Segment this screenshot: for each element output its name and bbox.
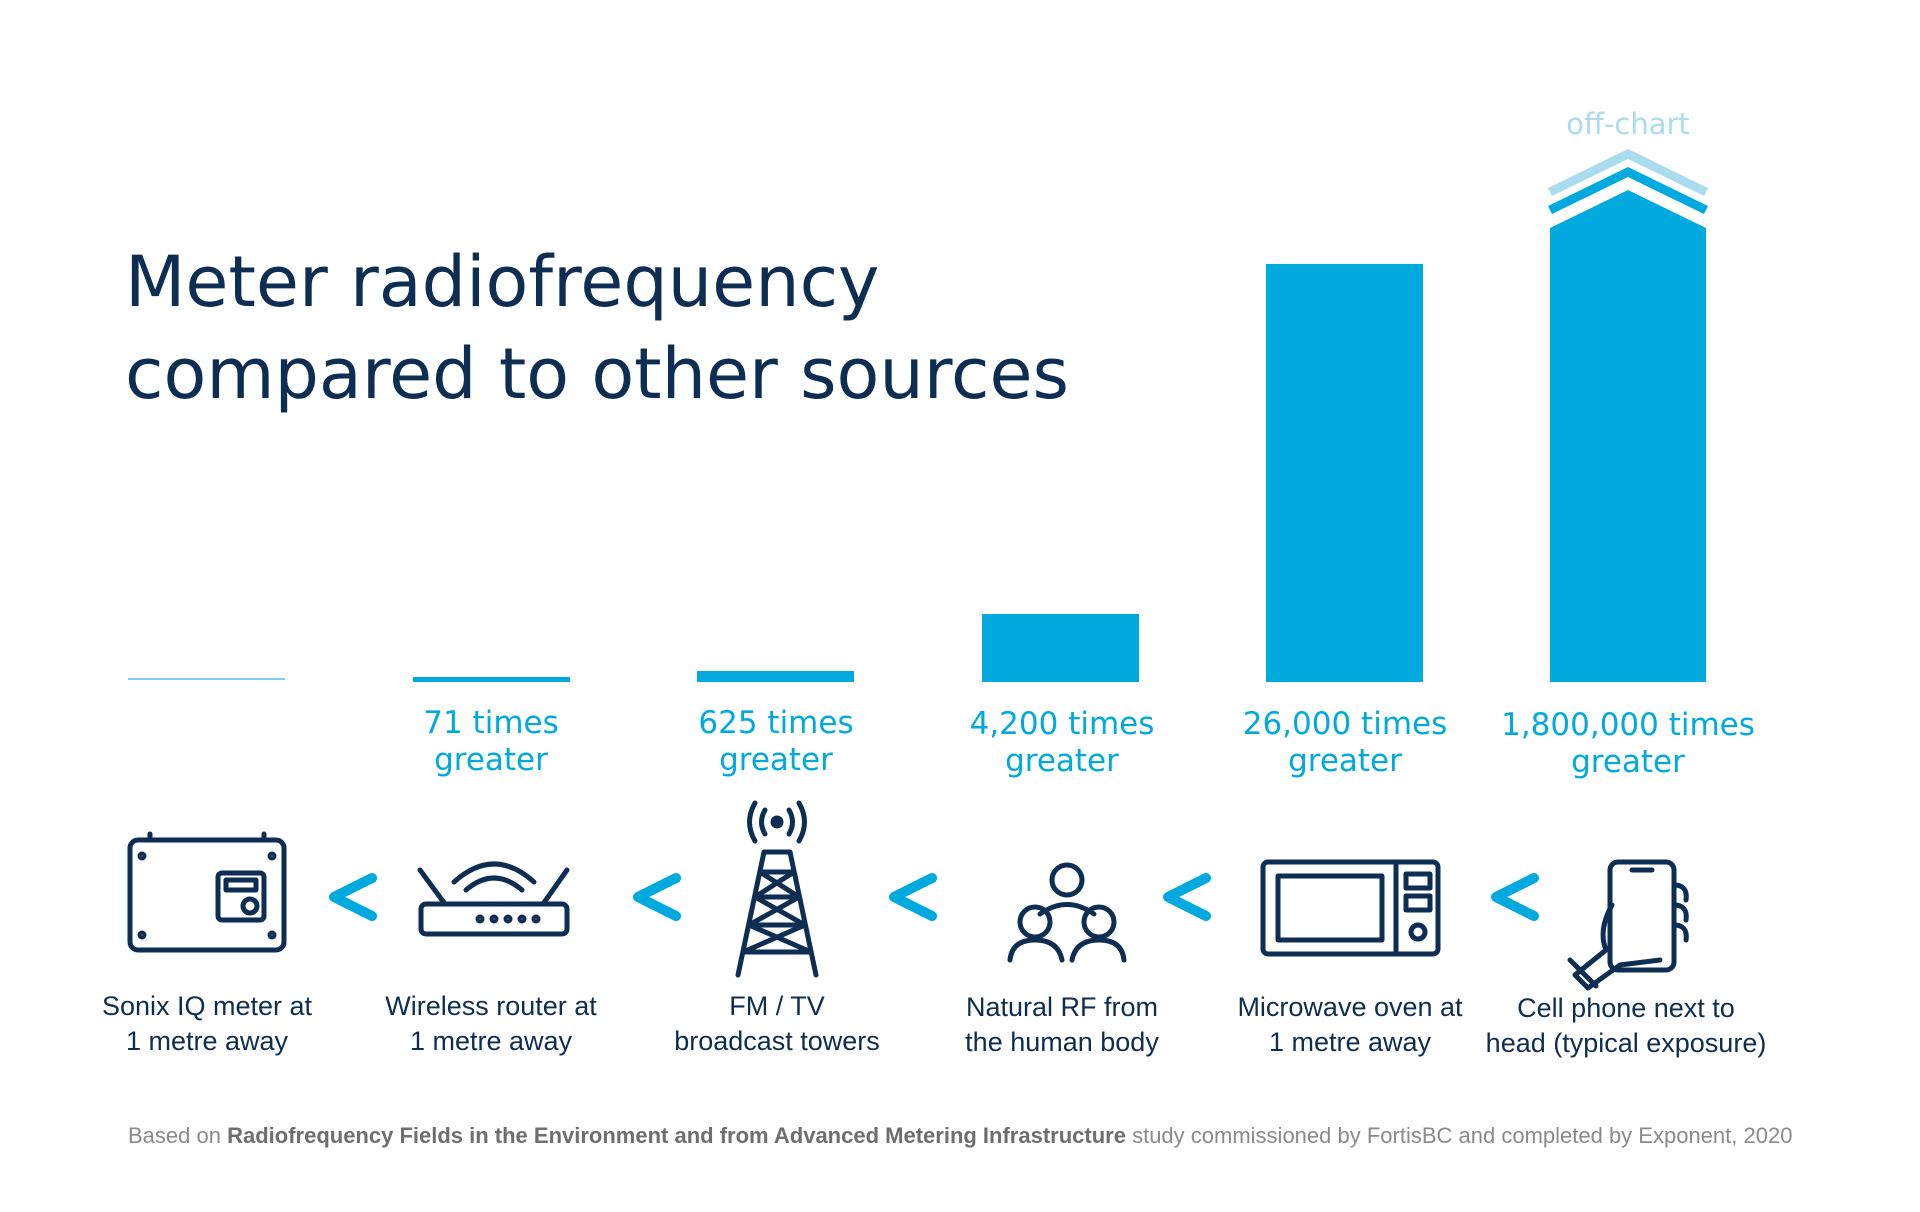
- comparison: 4,200 times: [970, 706, 1155, 742]
- microwave-icon: [1260, 859, 1441, 957]
- people-icon: [1007, 862, 1127, 963]
- less-than: [633, 873, 681, 921]
- bar: [128, 678, 285, 680]
- caption: 1 metre away: [410, 1026, 573, 1056]
- comparison: 26,000 times: [1243, 706, 1448, 742]
- caption: 1 metre away: [1269, 1027, 1432, 1057]
- caption: head (typical exposure): [1486, 1028, 1767, 1058]
- bar: [1266, 264, 1423, 682]
- caption: Cell phone next to: [1517, 993, 1735, 1023]
- comparison: greater: [1571, 744, 1685, 780]
- caption: Sonix IQ meter at: [102, 991, 313, 1021]
- bar: [413, 677, 570, 682]
- tower-icon: [735, 800, 819, 978]
- phone-icon: [1567, 859, 1689, 991]
- caption: the human body: [965, 1027, 1159, 1057]
- comparison: greater: [434, 742, 548, 778]
- bar: [982, 614, 1139, 682]
- caption: Microwave oven at: [1237, 992, 1463, 1022]
- bar: [697, 671, 854, 682]
- less-than: [329, 873, 377, 921]
- comparison: 625 times: [698, 705, 853, 741]
- meter-icon: [127, 831, 287, 953]
- comparison: greater: [1288, 743, 1402, 779]
- less-than: [889, 873, 937, 921]
- comparison: 71 times: [423, 705, 559, 741]
- caption: broadcast towers: [674, 1026, 880, 1056]
- title-line: Meter radiofrequency: [125, 241, 879, 323]
- off-chart-chevron: [1548, 166, 1708, 215]
- caption: FM / TV: [729, 991, 825, 1021]
- footnote-suffix: study commissioned by FortisBC and compl…: [1126, 1123, 1792, 1148]
- router-icon: [417, 861, 570, 937]
- footnote: Based on Radiofrequency Fields in the En…: [128, 1123, 1792, 1148]
- caption: 1 metre away: [126, 1026, 289, 1056]
- less-than: [1163, 873, 1211, 921]
- comparison: 1,800,000 times: [1501, 707, 1755, 743]
- caption: Natural RF from: [966, 992, 1158, 1022]
- off-chart-label: off-chart: [1566, 107, 1690, 141]
- footnote-prefix: Based on: [128, 1123, 227, 1148]
- caption: Wireless router at: [385, 991, 597, 1021]
- footnote-study: Radiofrequency Fields in the Environment…: [227, 1123, 1126, 1148]
- less-than: [1491, 873, 1539, 921]
- bar: [1550, 190, 1706, 682]
- off-chart-chevron: [1548, 148, 1708, 197]
- comparison: greater: [1005, 743, 1119, 779]
- comparison: greater: [719, 742, 833, 778]
- title-line: compared to other sources: [125, 333, 1069, 415]
